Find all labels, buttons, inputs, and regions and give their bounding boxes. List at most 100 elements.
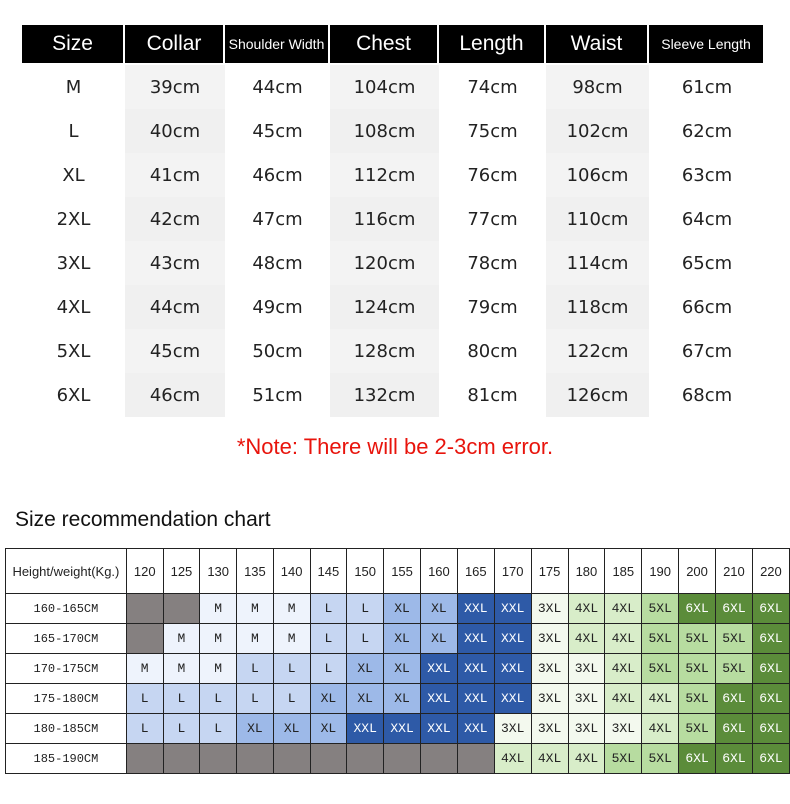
table-row: 6XL 46cm 51cm 132cm 81cm 126cm 68cm	[22, 373, 775, 417]
corner-label: Height/weight(Kg.)	[5, 548, 127, 594]
column-header: Size	[22, 25, 123, 63]
size-table: Size Collar Shoulder Width Chest Length Waist…	[22, 25, 775, 417]
weight-header: 155	[383, 548, 421, 594]
size-cell: XXL	[493, 683, 532, 714]
size-cell: 5XL	[641, 743, 680, 774]
table-cell: M	[65, 76, 82, 98]
size-cell: L	[236, 653, 274, 684]
column-header: Shoulder Width	[225, 25, 328, 63]
size-cell: 5XL	[678, 623, 716, 654]
empty-cell	[125, 623, 164, 654]
table-cell: 65cm	[681, 252, 733, 274]
size-cell: 4XL	[604, 623, 643, 654]
table-cell: L	[22, 109, 125, 153]
size-cell: XXL	[420, 653, 458, 684]
size-cell: 4XL	[493, 743, 532, 774]
size-cell: XL	[309, 683, 348, 714]
size-cell: L	[346, 593, 385, 624]
weight-header: 150	[346, 548, 385, 594]
size-cell: XL	[346, 683, 385, 714]
empty-cell	[125, 743, 164, 774]
size-cell: 3XL	[604, 713, 643, 744]
empty-cell	[420, 743, 458, 774]
weight-header: 140	[272, 548, 311, 594]
table-cell: 126cm	[546, 373, 649, 417]
height-label: 160-165CM	[5, 593, 127, 624]
size-cell: L	[199, 713, 238, 744]
size-cell: 5XL	[678, 713, 716, 744]
table-cell: 62cm	[649, 109, 765, 153]
table-cell: 44cm	[252, 76, 303, 98]
size-cell: 4XL	[641, 683, 680, 714]
table-cell: 40cm	[125, 109, 225, 153]
table-cell: 51cm	[225, 373, 330, 417]
table-cell: 2XL	[22, 197, 125, 241]
table-row: M 39cm 44cm 104cm 74cm 98cm 61cm	[22, 65, 775, 109]
table-cell: 124cm	[330, 285, 439, 329]
size-cell: XL	[346, 653, 385, 684]
column-header: Chest	[330, 25, 437, 63]
size-cell: L	[346, 623, 385, 654]
size-cell: XL	[383, 683, 421, 714]
size-cell: L	[162, 713, 201, 744]
table-cell: 132cm	[330, 373, 439, 417]
size-cell: L	[162, 683, 201, 714]
size-cell: XXL	[456, 623, 495, 654]
size-cell: 4XL	[604, 683, 643, 714]
empty-cell	[236, 743, 274, 774]
size-recommendation-table: Height/weight(Kg.) 120 125 130 135 140 145 150 1…	[5, 548, 790, 774]
size-cell: M	[199, 593, 238, 624]
table-cell: 41cm	[125, 153, 225, 197]
size-cell: 6XL	[751, 653, 790, 684]
table-cell: 122cm	[546, 329, 649, 373]
height-label: 175-180CM	[5, 683, 127, 714]
table-cell: 78cm	[467, 252, 518, 274]
weight-header: 180	[567, 548, 606, 594]
size-table-header: Size Collar Shoulder Width Chest Length Waist…	[22, 25, 775, 63]
size-cell: M	[272, 623, 311, 654]
size-cell: M	[272, 593, 311, 624]
weight-header: 170	[493, 548, 532, 594]
size-cell: L	[125, 683, 164, 714]
size-cell: M	[125, 653, 164, 684]
size-cell: XXL	[493, 593, 532, 624]
column-header: Length	[439, 25, 544, 63]
table-cell: 66cm	[649, 285, 765, 329]
table-cell: 67cm	[681, 340, 733, 362]
size-cell: XL	[383, 593, 421, 624]
table-cell: 108cm	[330, 109, 439, 153]
table-cell: 68cm	[649, 373, 765, 417]
column-header: Collar	[125, 25, 223, 63]
table-cell: 46cm	[252, 164, 303, 186]
size-cell: 6XL	[751, 623, 790, 654]
size-cell: 3XL	[567, 653, 606, 684]
size-cell: 3XL	[530, 593, 569, 624]
table-cell: 44cm	[125, 285, 225, 329]
size-cell: 4XL	[641, 713, 680, 744]
table-cell: 45cm	[225, 109, 330, 153]
empty-cell	[162, 743, 201, 774]
size-cell: XL	[383, 623, 421, 654]
size-cell: 6XL	[751, 593, 790, 624]
table-cell: 120cm	[330, 241, 439, 285]
weight-header: 165	[456, 548, 495, 594]
table-cell: 63cm	[681, 164, 733, 186]
size-cell: 4XL	[604, 653, 643, 684]
size-cell: XXL	[420, 683, 458, 714]
size-cell: 5XL	[715, 623, 753, 654]
table-cell: 102cm	[546, 109, 649, 153]
table-row: XL 41cm 46cm 112cm 76cm 106cm 63cm	[22, 153, 775, 197]
size-cell: 4XL	[567, 743, 606, 774]
size-cell: 6XL	[715, 713, 753, 744]
height-row: 160-165CM M M M L L XL XL XXL XXL 3XL 4XL 4XL 5XL 6XL 6…	[5, 593, 790, 624]
size-cell: L	[309, 623, 348, 654]
size-cell: XXL	[456, 593, 495, 624]
empty-cell	[309, 743, 348, 774]
height-label: 185-190CM	[5, 743, 127, 774]
empty-cell	[346, 743, 385, 774]
size-cell: XXL	[456, 653, 495, 684]
height-label: 180-185CM	[5, 713, 127, 744]
table-cell: 4XL	[22, 285, 125, 329]
size-cell: XXL	[346, 713, 385, 744]
size-cell: 3XL	[567, 713, 606, 744]
